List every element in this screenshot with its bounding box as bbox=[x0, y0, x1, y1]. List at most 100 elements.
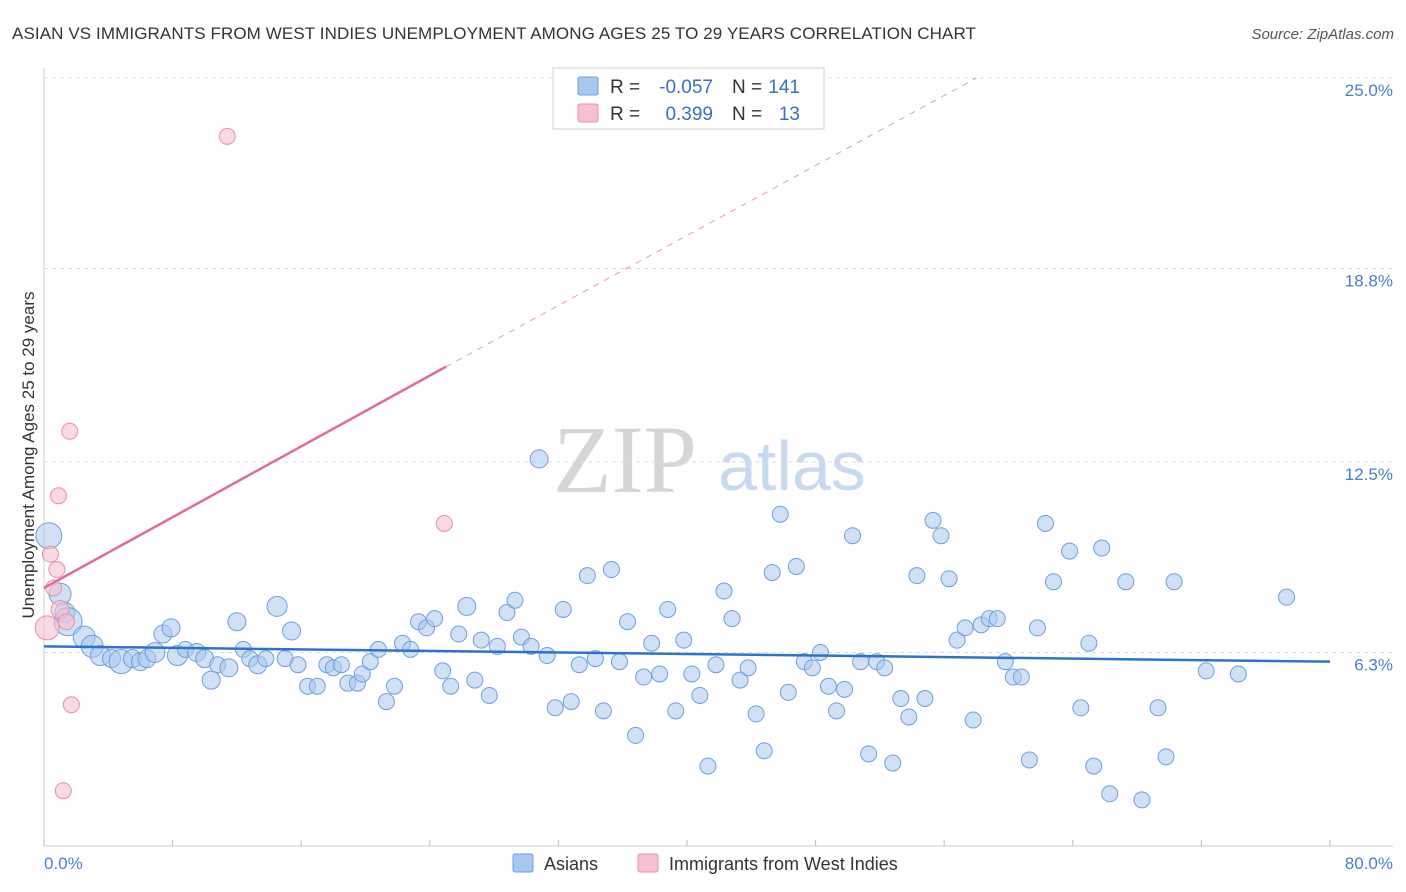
west-indies-point-11 bbox=[435, 514, 453, 532]
asian-point-30 bbox=[289, 656, 307, 674]
asian-point-108 bbox=[916, 690, 934, 708]
asian-point-57 bbox=[506, 591, 524, 609]
asian-point-76 bbox=[659, 600, 677, 618]
chart-title: ASIAN VS IMMIGRANTS FROM WEST INDIES UNE… bbox=[12, 24, 976, 43]
asian-point-101 bbox=[860, 745, 878, 763]
asian-point-122 bbox=[1028, 619, 1046, 637]
asian-point-77 bbox=[667, 702, 685, 720]
asian-point-91 bbox=[779, 683, 797, 701]
asian-point-83 bbox=[715, 582, 733, 600]
legend-r-value-asians: -0.057 bbox=[659, 77, 713, 98]
legend-n-label-west-indies: N = bbox=[732, 104, 762, 125]
asian-point-69 bbox=[602, 561, 620, 579]
asian-point-98 bbox=[836, 680, 854, 698]
watermark-atlas: atlas bbox=[718, 427, 866, 505]
asian-point-59 bbox=[522, 637, 540, 655]
asian-point-53 bbox=[472, 631, 490, 649]
asian-point-90 bbox=[771, 505, 789, 523]
asian-point-14 bbox=[161, 618, 181, 638]
asian-point-89 bbox=[763, 564, 781, 582]
y-tick-label-1: 12.5% bbox=[1345, 465, 1393, 484]
asian-point-85 bbox=[731, 671, 749, 689]
asian-point-26 bbox=[257, 650, 275, 668]
asian-point-42 bbox=[385, 677, 403, 695]
bottom-legend-swatch-west-indies bbox=[637, 853, 659, 873]
asian-point-112 bbox=[948, 631, 966, 649]
asian-point-96 bbox=[819, 677, 837, 695]
asian-point-64 bbox=[562, 693, 580, 711]
asian-point-74 bbox=[643, 634, 661, 652]
asian-point-105 bbox=[892, 690, 910, 708]
legend-r-label-west-indies: R = bbox=[610, 104, 640, 125]
asian-point-104 bbox=[884, 754, 902, 772]
series-legend: Asians Immigrants from West Indies bbox=[512, 853, 898, 874]
legend-n-value-asians: 141 bbox=[768, 77, 800, 98]
asian-point-130 bbox=[1101, 785, 1119, 803]
asian-point-82 bbox=[707, 656, 725, 674]
asian-point-22 bbox=[227, 612, 247, 632]
west-indies-point-0 bbox=[34, 615, 60, 641]
west-indies-point-7 bbox=[61, 422, 79, 440]
asian-point-124 bbox=[1045, 573, 1063, 591]
legend-n-value-west-indies: 13 bbox=[779, 104, 800, 125]
asian-point-47 bbox=[426, 610, 444, 628]
asian-point-41 bbox=[377, 693, 395, 711]
asian-point-127 bbox=[1080, 634, 1098, 652]
asian-point-39 bbox=[361, 653, 379, 671]
asian-point-132 bbox=[1133, 791, 1151, 809]
asian-point-35 bbox=[332, 656, 350, 674]
asian-point-133 bbox=[1149, 699, 1167, 717]
asian-point-107 bbox=[908, 567, 926, 585]
asian-point-29 bbox=[282, 621, 302, 641]
asian-point-135 bbox=[1165, 573, 1183, 591]
asian-point-120 bbox=[1012, 668, 1030, 686]
asian-point-67 bbox=[586, 650, 604, 668]
asian-point-73 bbox=[635, 668, 653, 686]
legend-r-value-west-indies: 0.399 bbox=[665, 104, 713, 125]
asian-point-131 bbox=[1117, 573, 1135, 591]
asian-point-51 bbox=[457, 596, 477, 616]
grid-layer bbox=[44, 77, 1393, 653]
west-indies-point-8 bbox=[62, 696, 80, 714]
asian-point-103 bbox=[876, 659, 894, 677]
y-tick-label-3: 25.0% bbox=[1345, 81, 1393, 100]
asian-point-49 bbox=[442, 677, 460, 695]
asian-point-19 bbox=[201, 670, 221, 690]
x-tick-label-min: 0.0% bbox=[44, 854, 83, 873]
west-indies-point-4 bbox=[49, 487, 67, 505]
asian-point-99 bbox=[844, 527, 862, 545]
asian-point-97 bbox=[827, 702, 845, 720]
asian-point-72 bbox=[627, 726, 645, 744]
asian-point-136 bbox=[1197, 662, 1215, 680]
asian-point-27 bbox=[266, 595, 288, 617]
asian-point-111 bbox=[940, 570, 958, 588]
asian-point-84 bbox=[723, 610, 741, 628]
asian-point-65 bbox=[570, 656, 588, 674]
west-indies-point-10 bbox=[218, 127, 236, 145]
asian-point-32 bbox=[308, 677, 326, 695]
asian-point-134 bbox=[1157, 748, 1175, 766]
asian-point-21 bbox=[219, 658, 239, 678]
bottom-legend-west-indies: Immigrants from West Indies bbox=[669, 854, 898, 874]
asian-point-87 bbox=[747, 705, 765, 723]
trend-layer bbox=[43, 77, 1331, 663]
asian-point-110 bbox=[932, 527, 950, 545]
bottom-legend-swatch-asians bbox=[512, 853, 534, 873]
west-indies-trend-line bbox=[43, 365, 447, 590]
asian-point-75 bbox=[651, 665, 669, 683]
asian-point-92 bbox=[787, 557, 805, 575]
bottom-legend-asians: Asians bbox=[544, 854, 598, 874]
y-tick-label-2: 18.8% bbox=[1345, 271, 1393, 290]
legend-r-label-asians: R = bbox=[610, 77, 640, 98]
asian-point-109 bbox=[924, 511, 942, 529]
asian-point-86 bbox=[739, 659, 757, 677]
asian-point-121 bbox=[1020, 751, 1038, 769]
asian-point-138 bbox=[1278, 588, 1296, 606]
asian-point-0 bbox=[35, 522, 63, 550]
asian-point-128 bbox=[1085, 757, 1103, 775]
asian-point-63 bbox=[554, 600, 572, 618]
asian-point-12 bbox=[144, 641, 166, 663]
asian-point-126 bbox=[1072, 699, 1090, 717]
asian-point-52 bbox=[466, 671, 484, 689]
asian-point-106 bbox=[900, 708, 918, 726]
